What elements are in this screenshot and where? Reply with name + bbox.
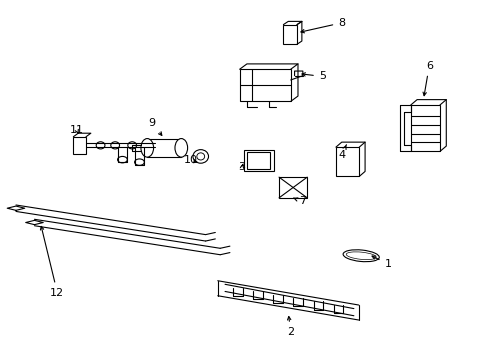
Ellipse shape	[134, 159, 144, 165]
Text: 9: 9	[148, 118, 162, 135]
Bar	[410, 105, 439, 152]
Bar	[246, 153, 270, 169]
Bar	[147, 139, 181, 157]
Bar	[239, 69, 290, 102]
Bar	[243, 150, 273, 171]
Text: 3: 3	[238, 162, 245, 172]
Bar	[279, 177, 306, 198]
Bar	[283, 24, 296, 44]
Ellipse shape	[117, 157, 127, 163]
Ellipse shape	[127, 142, 136, 149]
Ellipse shape	[346, 252, 375, 260]
Text: 10: 10	[183, 156, 198, 165]
Text: 4: 4	[338, 145, 346, 160]
Text: 12: 12	[41, 226, 64, 297]
Ellipse shape	[96, 142, 105, 149]
Text: 8: 8	[300, 18, 345, 33]
Bar	[335, 147, 359, 176]
Text: 11: 11	[70, 125, 83, 135]
Text: 2: 2	[286, 316, 294, 337]
Text: 1: 1	[371, 256, 390, 269]
Ellipse shape	[197, 153, 204, 160]
Ellipse shape	[343, 250, 379, 262]
Text: 6: 6	[422, 61, 432, 96]
Ellipse shape	[141, 139, 153, 157]
Bar	[73, 137, 86, 154]
Text: 5: 5	[302, 71, 325, 81]
Ellipse shape	[111, 142, 119, 149]
Ellipse shape	[193, 150, 208, 163]
Text: 7: 7	[293, 197, 306, 206]
Ellipse shape	[175, 139, 187, 157]
